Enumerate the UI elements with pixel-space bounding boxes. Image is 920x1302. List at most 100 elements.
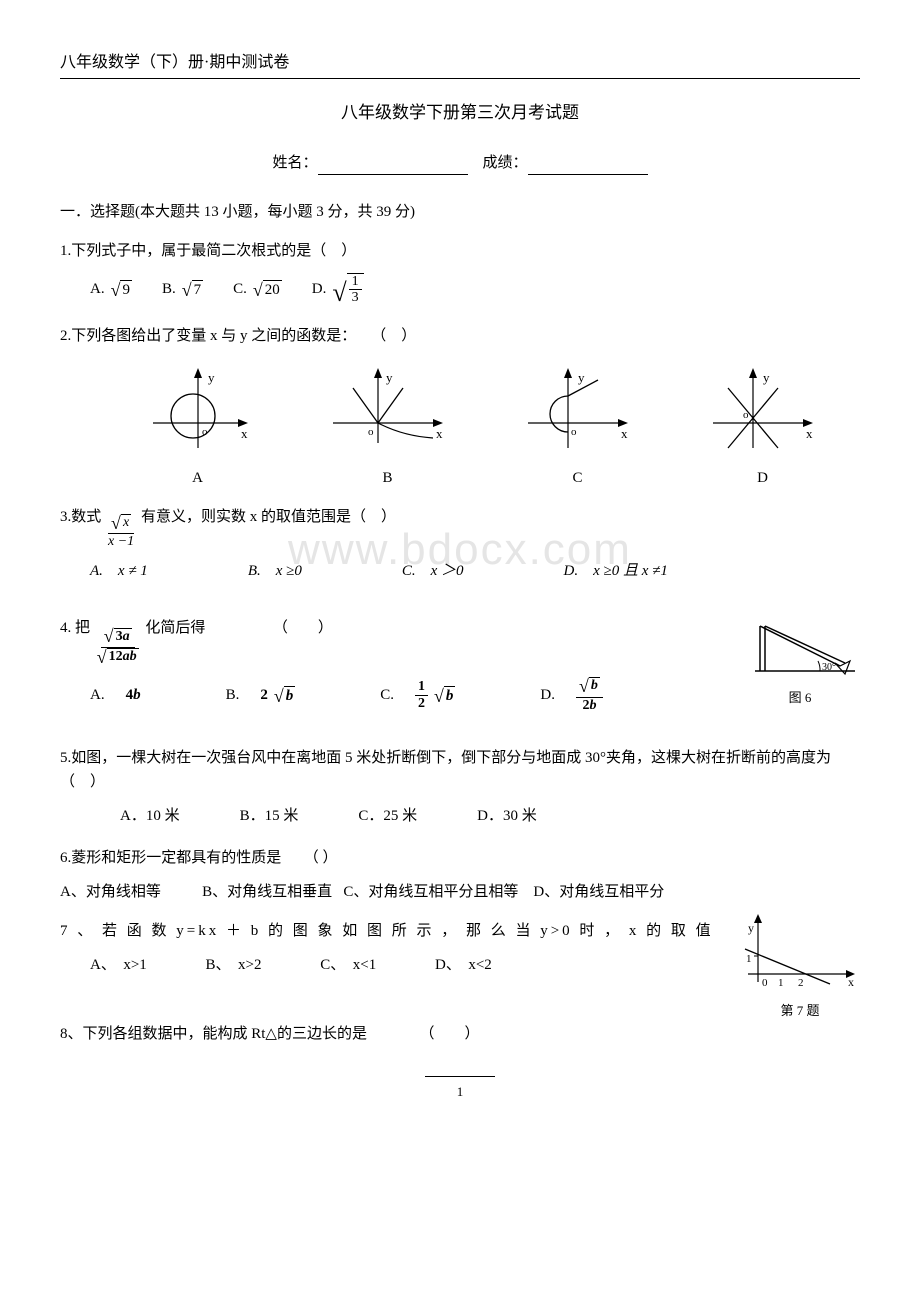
exam-title: 八年级数学下册第三次月考试题 — [60, 99, 860, 126]
q5-opt-b: B．15 米 — [240, 804, 299, 828]
linear-graph-icon: y x 1 0 1 2 — [740, 914, 860, 994]
graph-v-icon: y x o — [328, 368, 448, 458]
q2-label-c: C — [523, 466, 633, 490]
question-1: 1.下列式子中，属于最简二次根式的是（ ） — [60, 239, 860, 263]
svg-text:y: y — [763, 370, 770, 385]
graph-circle-icon: y x o — [143, 368, 253, 458]
q4-opt-d: D. √b2b — [540, 677, 602, 713]
q1-opt-d: D. √13 — [312, 273, 364, 306]
graph-semicircle-icon: y x o — [523, 368, 633, 458]
svg-text:x: x — [241, 426, 248, 441]
svg-text:30°: 30° — [822, 662, 836, 673]
q6-opt-a: A、对角线相等 — [60, 884, 161, 900]
section-1-heading: 一．选择题(本大题共 13 小题，每小题 3 分，共 39 分) — [60, 200, 860, 224]
q7-opt-c: C、 x<1 — [320, 957, 376, 973]
svg-text:x: x — [848, 975, 854, 989]
q2-graph-c: y x o C — [523, 368, 633, 490]
q4-opt-c: C. 12√b — [380, 679, 455, 711]
q3-opt-b: B. x ≥0 — [248, 559, 302, 583]
q1-opt-b: B. √7 — [162, 277, 203, 301]
q6-opt-c: C、对角线互相平分且相等 — [343, 884, 518, 900]
q1-opt-a: A. √9 — [90, 277, 132, 301]
question-8: 8、下列各组数据中，能构成 Rt△的三边长的是 （ ） — [60, 1022, 860, 1046]
q6-opt-b: B、对角线互相垂直 — [202, 884, 332, 900]
q5-opt-a: A．10 米 — [120, 804, 180, 828]
q3-text-b: 有意义，则实数 x 的取值范围是（ ） — [141, 509, 396, 525]
name-blank — [318, 157, 468, 175]
fig6-caption: 图 6 — [740, 688, 860, 709]
svg-text:o: o — [202, 426, 208, 438]
svg-text:y: y — [578, 370, 585, 385]
q6-opt-d: D、对角线互相平分 — [533, 884, 664, 900]
question-6: 6.菱形和矩形一定都具有的性质是 （ ） — [60, 846, 860, 870]
q7-opt-d: D、 x<2 — [435, 957, 492, 973]
svg-text:2: 2 — [798, 977, 804, 989]
q5-opt-d: D．30 米 — [477, 804, 537, 828]
sqrt-9: √9 — [111, 280, 132, 299]
q4-opt-c-label: C. — [380, 683, 409, 707]
q4-fraction: √3a √12ab — [94, 627, 142, 667]
footer-rule — [425, 1076, 495, 1077]
svg-text:x: x — [621, 426, 628, 441]
svg-text:o: o — [368, 426, 374, 438]
question-3: 3.数式 √x x −1 有意义，则实数 x 的取值范围是（ ） www.bdo… — [60, 505, 860, 550]
score-label: 成绩： — [483, 155, 528, 171]
question-5: 5.如图，一棵大树在一次强台风中在离地面 5 米处折断倒下，倒下部分与地面成 3… — [60, 746, 860, 794]
q3-opt-c: C. x ＞0 — [402, 559, 464, 583]
q3-text-a: 3.数式 — [60, 509, 101, 525]
q4-opt-a-label: A. — [90, 683, 120, 707]
page-number: 1 — [60, 1082, 860, 1103]
question-4: 4. 把 √3a √12ab 化简后得 （ ） — [60, 616, 740, 667]
q2-graph-b: y x o B — [328, 368, 448, 490]
q2-graph-a: y x o A — [143, 368, 253, 490]
q1-opt-c-label: C. — [233, 277, 247, 301]
q1-opt-a-label: A. — [90, 277, 105, 301]
sqrt-7: √7 — [182, 280, 203, 299]
q4-opt-b: B. 2√b — [226, 683, 296, 707]
q7-opt-a: A、 x>1 — [90, 957, 147, 973]
svg-text:1: 1 — [778, 977, 784, 989]
q2-label-d: D — [708, 466, 818, 490]
q7-opt-b: B、 x>2 — [206, 957, 262, 973]
svg-text:y: y — [208, 370, 215, 385]
q2-graph-d: y x o D — [708, 368, 818, 490]
q4-opt-a: A. 4b — [90, 683, 141, 707]
q4-opt-d-label: D. — [540, 683, 570, 707]
q2-graphs: y x o A y x o B y x o — [120, 368, 840, 490]
figure-6: 30° 图 6 — [740, 601, 860, 709]
q4-options: A. 4b B. 2√b C. 12√b D. √b2b — [90, 677, 740, 713]
svg-text:o: o — [571, 426, 577, 438]
q1-opt-d-label: D. — [312, 277, 327, 301]
sqrt-20: √20 — [253, 280, 282, 299]
svg-text:1: 1 — [746, 953, 752, 965]
name-score-row: 姓名： 成绩： — [60, 151, 860, 175]
q3-options: A. x ≠ 1 B. x ≥0 C. x ＞0 D. x ≥0 且 x ≠1 — [90, 559, 860, 583]
svg-text:0: 0 — [762, 977, 768, 989]
figure-7: y x 1 0 1 2 第 7 题 — [740, 914, 860, 1022]
q1-options: A. √9 B. √7 C. √20 D. √13 — [90, 273, 860, 306]
q4-text-a: 4. 把 — [60, 620, 90, 636]
q4-opt-b-label: B. — [226, 683, 255, 707]
fig7-caption: 第 7 题 — [740, 1001, 860, 1022]
q2-label-b: B — [328, 466, 448, 490]
q5-options: A．10 米 B．15 米 C．25 米 D．30 米 — [120, 804, 860, 828]
sqrt-1-3: √13 — [332, 273, 363, 306]
score-blank — [528, 157, 648, 175]
question-2: 2.下列各图给出了变量 x 与 y 之间的函数是： （ ） — [60, 324, 860, 348]
name-label: 姓名： — [272, 155, 317, 171]
svg-text:y: y — [386, 370, 393, 385]
q5-opt-c: C．25 米 — [358, 804, 417, 828]
q2-label-a: A — [143, 466, 253, 490]
question-4-row: 4. 把 √3a √12ab 化简后得 （ ） A. 4b B. 2√b C. … — [60, 601, 860, 731]
q3-fraction: √x x −1 — [105, 514, 137, 550]
svg-text:x: x — [436, 426, 443, 441]
q4-text-b: 化简后得 （ ） — [145, 620, 333, 636]
q3-opt-d: D. x ≥0 且 x ≠1 — [564, 559, 668, 583]
tree-diagram-icon: 30° — [740, 601, 860, 681]
q3-opt-a: A. x ≠ 1 — [90, 559, 148, 583]
svg-text:y: y — [748, 921, 754, 935]
q1-opt-c: C. √20 — [233, 277, 282, 301]
svg-text:x: x — [806, 426, 813, 441]
graph-x-icon: y x o — [708, 368, 818, 458]
page-header: 八年级数学（下）册·期中测试卷 — [60, 50, 860, 79]
